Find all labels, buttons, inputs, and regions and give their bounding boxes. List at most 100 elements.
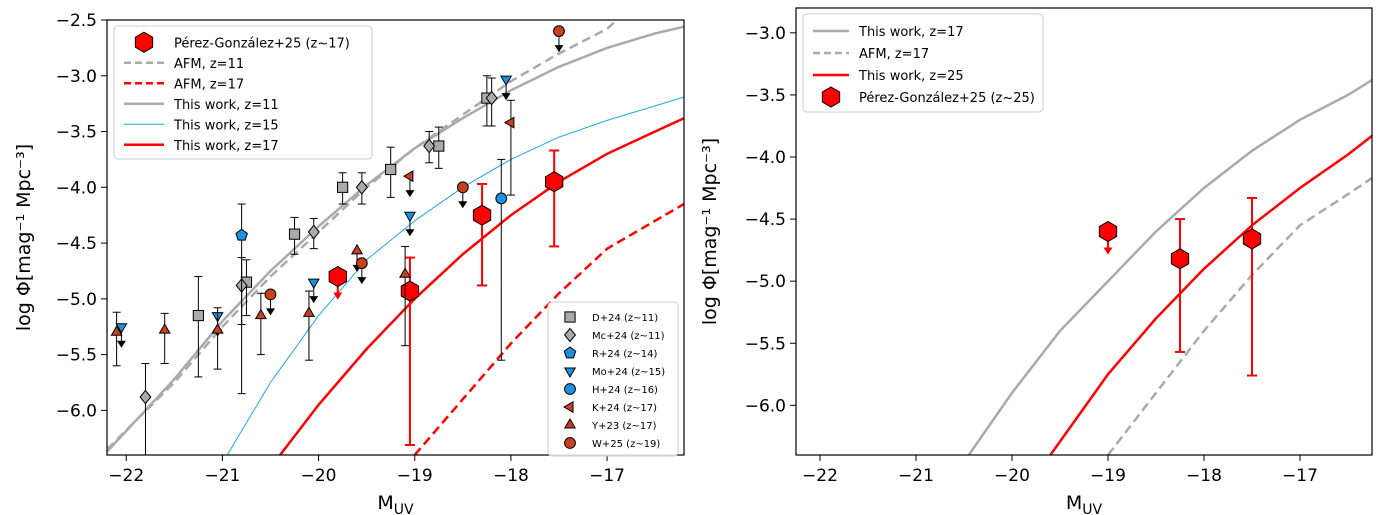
legend-lower-right [547, 301, 679, 457]
legend-label-this-work-z-15: This work, z=15 [173, 118, 279, 133]
legend-upper-left-right-panel [802, 13, 1044, 113]
point-y-23-z-17 [211, 323, 224, 334]
point-mc-24-z-11 [355, 179, 368, 195]
legend-marker-y-23-z-17 [563, 418, 577, 429]
limit-arrow [405, 190, 415, 198]
limit-arrow [1103, 247, 1113, 255]
y-tick-label: −6.0 [745, 396, 786, 416]
axes-frame [795, 7, 1373, 456]
point-y-23-z-17 [399, 267, 412, 278]
y-tick-label: −5.5 [745, 334, 786, 354]
x-tick-label: −20 [994, 466, 1030, 486]
y-axis-label: log Φ[mag⁻¹ Mpc⁻³] [699, 138, 721, 325]
y-tick-label: −4.0 [56, 178, 97, 198]
legend-label-y-23-z-17: Y+23 (z~17) [591, 421, 657, 432]
x-axis-label-sub: UV [394, 502, 414, 515]
point-y-23-z-17 [302, 306, 316, 317]
curve-this-work-z-17 [279, 117, 684, 455]
x-tick-label: −17 [589, 466, 625, 486]
right-panel: −22 −21 −20 −19 −18 −17 −6.0 −5.5 −5.0 −4.5 −4.0 −3… [699, 7, 1373, 515]
legend-marker-d-24-z-11 [564, 311, 576, 323]
y-tick-label: −5.0 [745, 272, 786, 292]
legend-label-p-rez-gonz-lez-25-z-25: Pérez-González+25 (z~25) [859, 91, 1035, 106]
y-tick-label: −5.5 [56, 346, 97, 366]
limit-arrow [458, 201, 468, 209]
point-w-25-z-19 [355, 257, 368, 270]
legend-label-afm-z-17: AFM, z=17 [859, 47, 929, 62]
legend-label-afm-z-11: AFM, z=11 [174, 57, 244, 72]
limit-arrow [333, 292, 343, 300]
point-y-23-z-17 [350, 243, 364, 255]
legend-marker-h-24-z-16 [564, 383, 576, 395]
y-tick-label: −4.5 [745, 210, 786, 230]
point-p-rez-gonz-lez-25-z-25 [1098, 220, 1118, 243]
y-tick-label: −3.5 [745, 86, 786, 106]
x-tick-label: −21 [898, 466, 934, 486]
point-k-24-z-17 [503, 116, 515, 129]
legend-label-this-work-z-17: This work, z=17 [858, 25, 964, 40]
curve-afm-z-17 [413, 202, 684, 455]
point-y-23-z-17 [158, 323, 171, 334]
y-axis-label: log Φ[mag⁻¹ Mpc⁻³] [13, 144, 35, 331]
legend-label-afm-z-17: AFM, z=17 [174, 77, 244, 92]
x-tick-label: −19 [1090, 466, 1126, 486]
plot-area [107, 20, 684, 455]
point-d-24-z-11 [192, 309, 204, 322]
legend-label-mc-24-z-11: Mc+24 (z~11) [592, 331, 665, 342]
y-tick-label: −3.0 [56, 67, 97, 87]
legend-label-p-rez-gonz-lez-25-z-17: Pérez-González+25 (z~17) [174, 36, 350, 51]
legend-label-this-work-z-11: This work, z=11 [173, 98, 279, 113]
point-p-rez-gonz-lez-25-z-25 [1242, 228, 1262, 250]
point-p-rez-gonz-lez-25-z-17 [472, 204, 492, 226]
point-mc-24-z-11 [485, 90, 498, 106]
legend-label-mo-24-z-15: Mo+24 (z~15) [592, 367, 665, 378]
left-panel: −22 −21 −20 −19 −18 −17 −6.0 −5.5 −5.0 −4.5 −4.0 −3… [13, 11, 685, 515]
limit-arrow [116, 340, 126, 348]
x-tick-label: −21 [204, 466, 240, 486]
y-tick-label: −6.0 [56, 401, 97, 421]
x-tick-label: −22 [108, 466, 144, 486]
legend-marker-w-25-z-19 [564, 437, 576, 449]
point-p-rez-gonz-lez-25-z-17 [400, 280, 420, 302]
limit-arrow [501, 93, 511, 101]
legend-label-d-24-z-11: D+24 (z~11) [592, 313, 658, 324]
curve-this-work-z-25 [1049, 134, 1372, 455]
point-k-24-z-17 [402, 170, 414, 183]
axes-frame [106, 19, 685, 456]
point-y-23-z-17 [254, 308, 267, 320]
point-mc-24-z-11 [307, 224, 320, 240]
plot-area [967, 78, 1372, 455]
x-tick-label: −17 [1282, 466, 1318, 486]
point-d-24-z-11 [433, 140, 445, 152]
point-mc-24-z-11 [139, 389, 152, 405]
point-p-rez-gonz-lez-25-z-17 [328, 265, 347, 288]
y-tick-label: −2.5 [56, 11, 97, 31]
y-tick-label: −4.0 [745, 148, 786, 168]
y-tick-label: −3.5 [56, 123, 97, 143]
legend-marker-p-rez-gonz-lez-25-z-25 [821, 86, 841, 108]
point-r-24-z-14 [235, 228, 248, 241]
x-tick-label: −18 [1186, 466, 1222, 486]
x-tick-label: −19 [397, 466, 433, 486]
point-p-rez-gonz-lez-25-z-17 [545, 171, 564, 193]
legend-marker-mc-24-z-11 [563, 327, 577, 343]
point-mo-24-z-15 [403, 211, 416, 223]
limit-arrow [309, 296, 319, 304]
x-tick-label: −22 [802, 466, 838, 486]
limit-arrow [554, 45, 564, 53]
point-mo-24-z-15 [307, 278, 320, 290]
x-axis-label-main: M [1066, 492, 1082, 514]
point-d-24-z-11 [385, 163, 397, 176]
point-w-25-z-19 [553, 25, 565, 38]
x-tick-label: −20 [301, 466, 337, 486]
x-axis-label-main: M [377, 492, 393, 514]
legend-marker-p-rez-gonz-lez-25-z-17 [134, 31, 154, 53]
legend-marker-r-24-z-14 [563, 346, 577, 359]
point-w-25-z-19 [264, 288, 277, 301]
point-w-25-z-19 [456, 181, 469, 194]
curve-afm-z-17 [1107, 177, 1372, 455]
legend-label-r-24-z-14: R+24 (z~14) [592, 349, 657, 360]
point-d-24-z-11 [288, 228, 301, 240]
limit-arrow [357, 277, 367, 285]
legend-label-this-work-z-25: This work, z=25 [858, 69, 964, 84]
